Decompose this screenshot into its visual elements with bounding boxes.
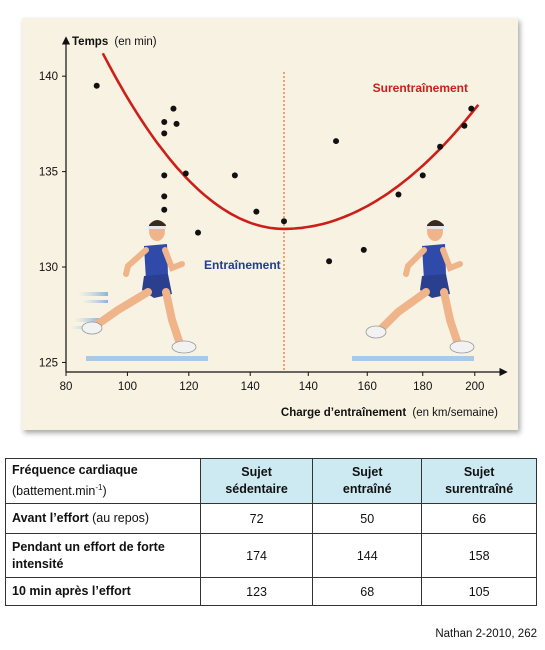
data-points	[93, 82, 475, 265]
x-tick-label: 140	[299, 381, 318, 393]
data-point	[93, 82, 100, 89]
y-tick-label: 125	[39, 357, 58, 369]
x-tick-label: 80	[60, 381, 73, 393]
row-label: 10 min après l’effort	[5, 577, 201, 607]
data-point	[173, 120, 180, 127]
data-point	[231, 172, 238, 179]
data-point	[161, 118, 168, 125]
data-point	[161, 193, 168, 200]
data-point	[395, 191, 402, 198]
table-row: Avant l’effort (au repos) 72 50 66	[5, 503, 537, 535]
data-point	[161, 206, 168, 213]
column-header-sedentaire: Sujet sédentaire	[199, 457, 314, 505]
data-point	[333, 138, 340, 145]
table-cell: 66	[421, 503, 537, 535]
row-label: Avant l’effort (au repos)	[5, 503, 201, 535]
x-tick-label: 120	[179, 381, 198, 393]
table-header-row: Fréquence cardiaque (battement.min-1) Su…	[5, 457, 537, 505]
table-row: Pendant un effort de forte intensité 174…	[5, 533, 537, 579]
data-point	[437, 143, 444, 150]
x-tick-label: 200	[465, 381, 484, 393]
data-point	[161, 172, 168, 179]
heart-rate-table: Fréquence cardiaque (battement.min-1) Su…	[5, 457, 537, 607]
region-label-entrainement: Entraînement	[204, 258, 281, 272]
data-point	[182, 170, 189, 177]
table-cell: 50	[312, 503, 423, 535]
table-cell: 72	[199, 503, 314, 535]
data-point	[419, 172, 426, 179]
data-point	[461, 122, 468, 129]
chart-panel: 80 100 120 140 140 160 180 200 125 130 135 140 Temp…	[22, 18, 518, 430]
data-point	[253, 208, 260, 215]
data-point	[195, 229, 202, 236]
runner-right-illustration	[352, 220, 475, 361]
y-axis-unit: (en min)	[114, 36, 156, 48]
x-tick-label: 180	[413, 381, 432, 393]
table-cell: 158	[421, 533, 537, 579]
x-axis-title: Charge d’entraînement (en km/semaine)	[281, 407, 498, 419]
region-label-surentrainement: Surentraînement	[373, 81, 468, 95]
y-axis-title: Temps (en min)	[72, 36, 157, 48]
column-header-surentraine: Sujet surentraîné	[421, 457, 537, 505]
data-point	[360, 246, 367, 253]
y-tick-label: 140	[39, 71, 58, 83]
x-tick-label: 100	[118, 381, 137, 393]
data-point	[468, 105, 475, 112]
data-point	[161, 130, 168, 137]
y-tick-label: 135	[39, 167, 58, 179]
x-tick-label: 160	[358, 381, 377, 393]
table-cell: 144	[312, 533, 423, 579]
table-cell: 68	[312, 577, 423, 607]
runner-left-illustration	[70, 220, 208, 361]
x-axis-unit: (en km/semaine)	[412, 407, 498, 419]
axis-ticks: 80 100 120 140 140 160 180 200 125 130 135 140	[39, 71, 485, 393]
data-point	[170, 105, 177, 112]
row-label: Pendant un effort de forte intensité	[5, 533, 201, 579]
chart-plot: 80 100 120 140 140 160 180 200 125 130 135 140 Temp…	[39, 36, 508, 419]
table-header-corner: Fréquence cardiaque (battement.min-1)	[5, 457, 201, 505]
source-credit: Nathan 2-2010, 262	[435, 628, 537, 640]
x-tick-label: 140	[241, 381, 260, 393]
data-point	[326, 258, 333, 265]
data-point	[281, 218, 287, 225]
table-row: 10 min après l’effort 123 68 105	[5, 577, 537, 607]
table-cell: 105	[421, 577, 537, 607]
table-cell: 174	[199, 533, 314, 579]
column-header-entraine: Sujet entraîné	[312, 457, 423, 505]
trend-curve	[101, 52, 480, 231]
y-tick-label: 130	[39, 262, 58, 274]
table-cell: 123	[199, 577, 314, 607]
